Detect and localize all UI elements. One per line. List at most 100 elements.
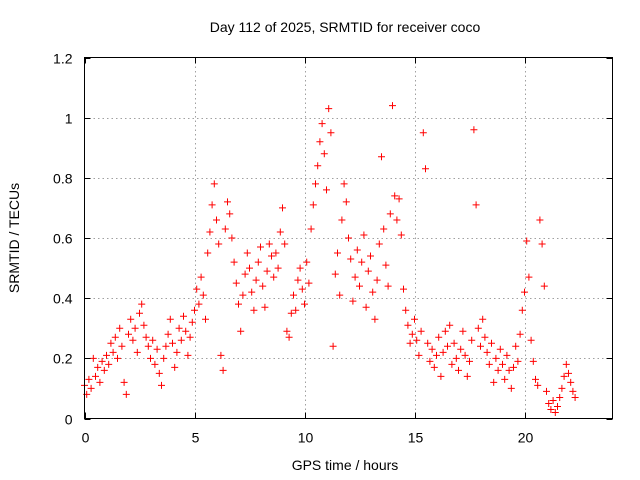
data-point [169, 339, 176, 347]
data-point [261, 303, 269, 311]
data-point [96, 378, 104, 386]
data-point [305, 279, 313, 287]
data-point [153, 345, 161, 353]
data-point [404, 321, 412, 329]
data-point [331, 270, 339, 278]
data-point [323, 186, 330, 194]
data-point [536, 216, 544, 224]
data-point [523, 237, 531, 245]
data-point [340, 180, 348, 188]
data-point [252, 276, 260, 284]
data-point [446, 321, 454, 329]
data-point [87, 384, 95, 392]
data-point [228, 234, 236, 242]
data-point [419, 129, 427, 137]
data-point [193, 285, 201, 293]
data-point [140, 321, 148, 329]
data-point [133, 348, 141, 356]
data-point [329, 342, 337, 350]
data-point [499, 360, 506, 368]
data-point [285, 333, 293, 341]
axis-ticks: 0 0.2 0.4 0.6 0.8 1 1.2 0 5 10 15 20 [53, 51, 613, 446]
y-tick-label: 0.8 [53, 171, 73, 187]
data-point [171, 363, 179, 371]
data-point [397, 231, 405, 239]
data-point [210, 180, 218, 188]
data-point [560, 372, 568, 380]
data-point [215, 240, 223, 248]
data-point [448, 360, 456, 368]
data-point [422, 165, 429, 173]
data-point [444, 342, 451, 350]
data-point [545, 399, 553, 407]
data-point [105, 360, 113, 368]
data-point [554, 402, 561, 410]
data-point [474, 324, 482, 332]
data-point [116, 324, 124, 332]
data-point [127, 315, 135, 323]
data-point [254, 258, 262, 266]
data-point [479, 315, 487, 323]
data-point [122, 390, 130, 398]
data-point [239, 291, 247, 299]
x-tick-label: 5 [192, 430, 200, 446]
data-point [155, 369, 163, 377]
data-point [356, 282, 363, 290]
data-point [492, 354, 500, 362]
data-point [382, 261, 390, 269]
data-point [470, 126, 478, 134]
data-point [569, 387, 577, 395]
data-point [325, 105, 333, 113]
data-point [166, 315, 174, 323]
data-points [81, 102, 579, 416]
data-point [360, 231, 368, 239]
data-point [391, 192, 399, 200]
data-point [450, 339, 458, 347]
data-point [358, 258, 366, 266]
data-point [435, 333, 443, 341]
data-point [411, 315, 418, 323]
data-point [540, 282, 548, 290]
data-point [373, 276, 381, 284]
data-point [213, 216, 220, 224]
data-point [243, 249, 251, 257]
data-point [380, 225, 388, 233]
data-point [89, 354, 97, 362]
data-point [279, 204, 286, 212]
data-point [503, 351, 511, 359]
data-point [138, 300, 146, 308]
data-point [111, 333, 119, 341]
data-point [312, 180, 319, 188]
y-tick-label: 0 [65, 412, 73, 428]
data-point [386, 210, 394, 218]
data-point [362, 303, 370, 311]
data-point [525, 273, 533, 281]
data-point [437, 372, 445, 380]
data-point [393, 216, 401, 224]
data-point [336, 291, 344, 299]
data-point [320, 150, 328, 158]
data-point [395, 195, 403, 203]
data-point [347, 255, 355, 263]
data-point [224, 198, 231, 206]
data-point [142, 333, 150, 341]
data-point [298, 285, 306, 293]
data-point [463, 372, 471, 380]
data-point [510, 363, 517, 371]
data-point [206, 228, 214, 236]
data-point [481, 333, 489, 341]
data-point [505, 366, 513, 374]
data-point [188, 318, 196, 326]
data-point [345, 234, 352, 242]
data-point [518, 306, 526, 314]
grid-lines [84, 57, 613, 419]
data-point [270, 273, 278, 281]
data-point [160, 354, 168, 362]
data-point [283, 327, 291, 335]
data-point [400, 285, 407, 293]
x-tick-label: 10 [298, 430, 314, 446]
data-point [468, 336, 476, 344]
data-point [177, 336, 185, 344]
data-point [147, 354, 154, 362]
data-point [250, 306, 258, 314]
